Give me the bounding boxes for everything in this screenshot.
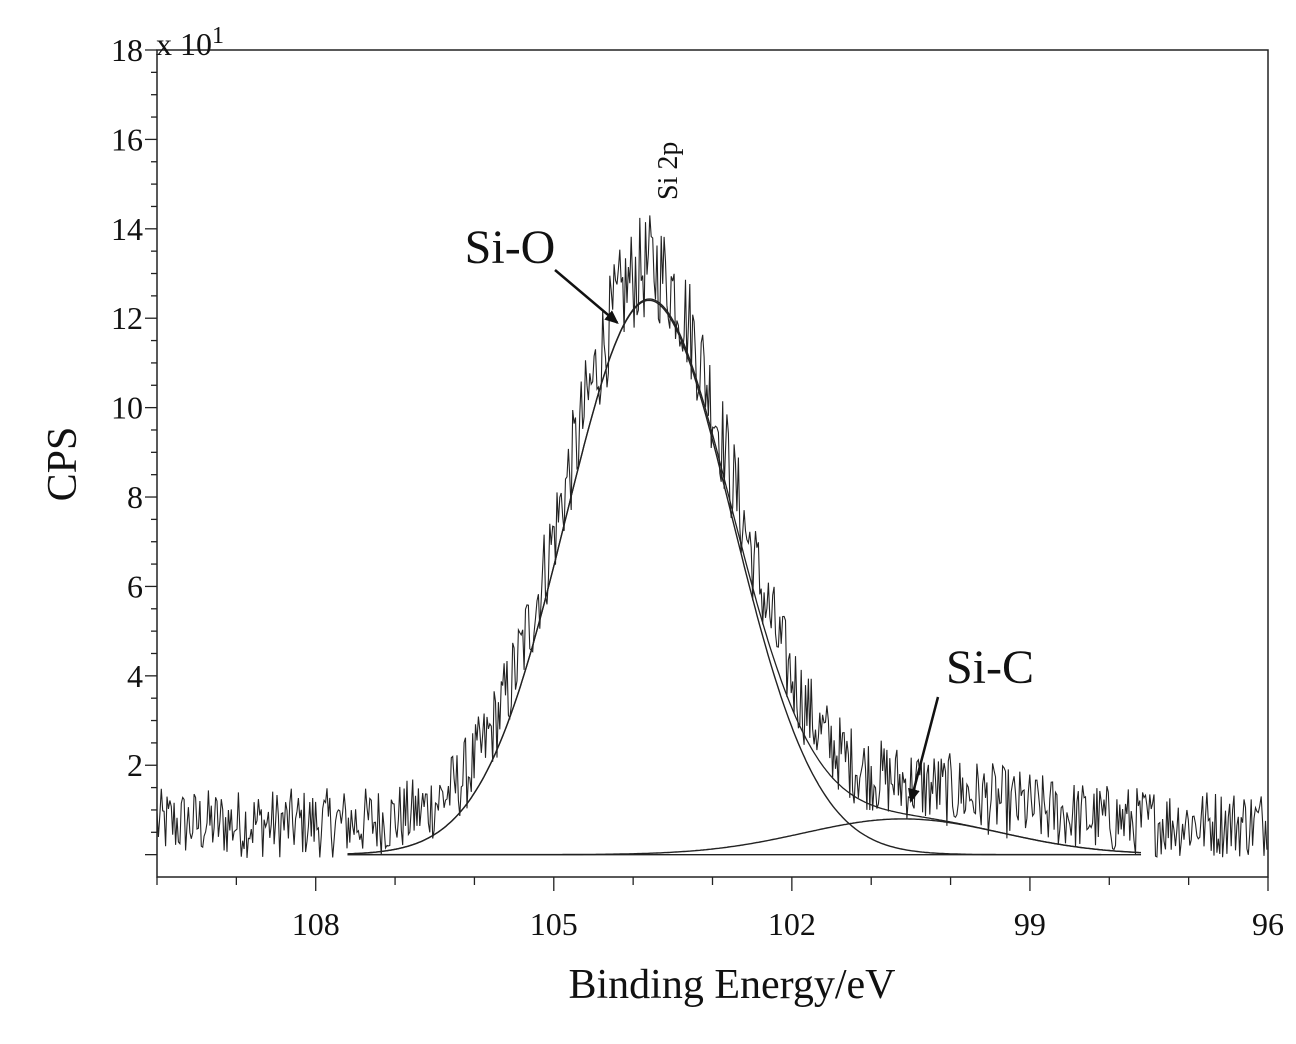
y-tick-label: 6 bbox=[127, 568, 143, 604]
y-tick-label: 10 bbox=[111, 390, 143, 426]
plot-frame bbox=[156, 49, 1269, 878]
y-tick-label: 4 bbox=[127, 658, 143, 694]
x-tick-label: 105 bbox=[530, 906, 578, 942]
annotation-si-c-label: Si-C bbox=[946, 641, 1034, 694]
x-axis-title: Binding Energy/eV bbox=[568, 962, 895, 1008]
x-tick-label: 108 bbox=[292, 906, 340, 942]
annotation-si-o-arrow bbox=[554, 269, 619, 324]
x-tick-label: 102 bbox=[768, 906, 816, 942]
y-tick-label: 8 bbox=[127, 479, 143, 515]
x-tick-label: 99 bbox=[1014, 906, 1046, 942]
annotation-si-c-arrow bbox=[908, 696, 940, 803]
peak-label: Si 2p bbox=[653, 142, 684, 200]
y-multiplier-base: x 10 bbox=[156, 26, 212, 62]
y-tick-label: 2 bbox=[127, 747, 143, 783]
y-axis-title: CPS bbox=[40, 427, 86, 502]
y-multiplier-exp: 1 bbox=[212, 23, 224, 49]
fit-envelope bbox=[347, 298, 1141, 855]
y-tick-label: 18 bbox=[111, 32, 143, 68]
raw-spectrum bbox=[156, 215, 1268, 858]
y-tick-label: 14 bbox=[111, 211, 143, 247]
y-tick-label: 16 bbox=[111, 121, 143, 157]
x-tick-label: 96 bbox=[1252, 906, 1284, 942]
y-multiplier-label: x 101 bbox=[156, 23, 224, 62]
fit-component-si-o bbox=[347, 299, 1102, 856]
annotation-si-o-label: Si-O bbox=[465, 221, 556, 274]
y-tick-label: 12 bbox=[111, 300, 143, 336]
